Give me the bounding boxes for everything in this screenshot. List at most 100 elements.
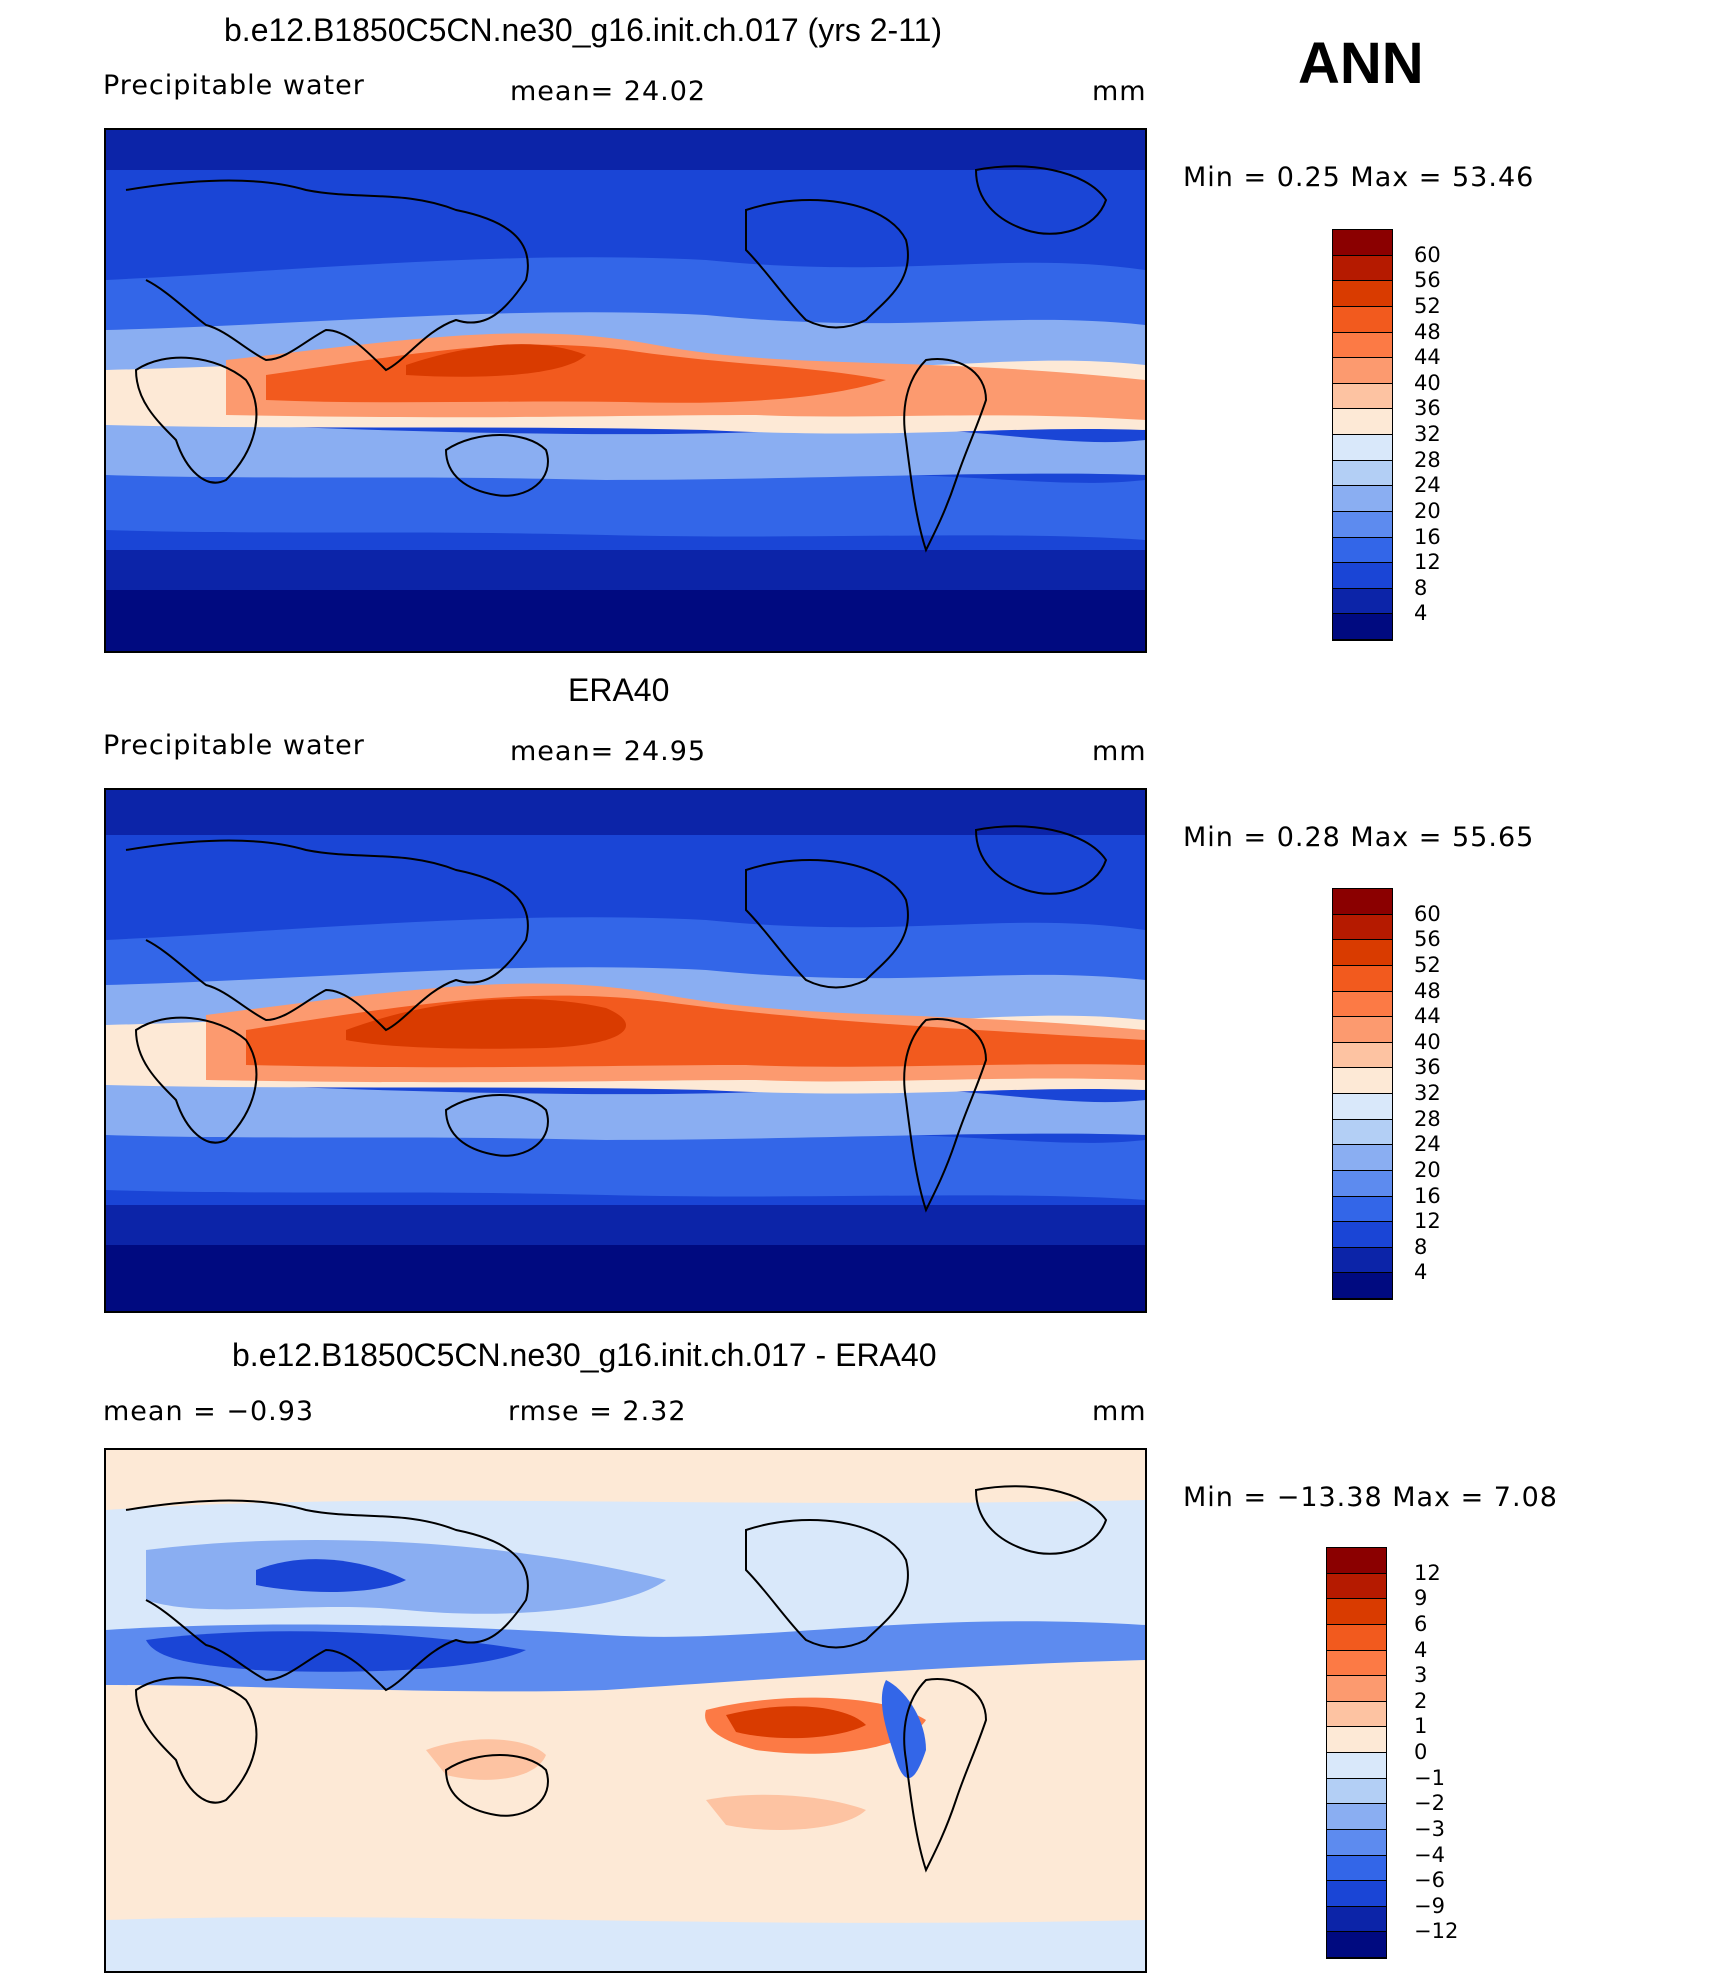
panel3-title: b.e12.B1850C5CN.ne30_g16.init.ch.017 - E… — [232, 1337, 937, 1373]
colorbar-cell — [1333, 1145, 1392, 1171]
colorbar-cell — [1327, 1650, 1386, 1677]
panel2-variable-label: Precipitable water — [103, 730, 365, 761]
colorbar-tick-label: 24 — [1414, 473, 1441, 498]
colorbar-tick-label: 44 — [1414, 1004, 1441, 1029]
colorbar-tick-label: 8 — [1414, 575, 1428, 600]
panel3-map — [104, 1448, 1147, 1973]
panel2-colorbar — [1332, 888, 1393, 1300]
colorbar-tick-label: −6 — [1414, 1868, 1445, 1893]
colorbar-cell — [1327, 1701, 1386, 1728]
colorbar-cell — [1333, 332, 1392, 359]
colorbar-cell — [1333, 1170, 1392, 1197]
colorbar-cell — [1333, 1068, 1392, 1094]
colorbar-tick-label: −1 — [1414, 1765, 1445, 1790]
colorbar-tick-label: 28 — [1414, 447, 1441, 472]
colorbar-tick-label: 6 — [1414, 1611, 1428, 1636]
colorbar-tick-label: 16 — [1414, 1183, 1441, 1208]
colorbar-cell — [1327, 1932, 1386, 1958]
panel2-map — [104, 788, 1147, 1313]
colorbar-cell — [1333, 358, 1392, 384]
colorbar-cell — [1333, 614, 1392, 640]
panel3-mean: mean = −0.93 — [103, 1396, 315, 1427]
colorbar-tick-label: 32 — [1414, 1081, 1441, 1105]
colorbar-cell — [1333, 965, 1392, 992]
colorbar-tick-label: 28 — [1414, 1106, 1441, 1131]
colorbar-cell — [1333, 889, 1392, 915]
colorbar-cell — [1333, 383, 1392, 410]
colorbar-tick-label: 1 — [1414, 1714, 1428, 1739]
colorbar-cell — [1327, 1829, 1386, 1856]
panel1-variable-label: Precipitable water — [103, 70, 365, 101]
colorbar-tick-label: 48 — [1414, 319, 1441, 344]
panel1-units: mm — [1092, 76, 1147, 107]
panel3-field-svg — [106, 1450, 1145, 1971]
colorbar-tick-label: 16 — [1414, 524, 1441, 549]
colorbar-cell — [1327, 1624, 1386, 1651]
season-label: ANN — [1298, 31, 1424, 96]
colorbar-cell — [1333, 1119, 1392, 1146]
panel1-minmax: Min = 0.25 Max = 53.46 — [1183, 162, 1535, 193]
colorbar-cell — [1327, 1906, 1386, 1933]
colorbar-tick-label: 48 — [1414, 978, 1441, 1003]
panel2-minmax: Min = 0.28 Max = 55.65 — [1183, 822, 1535, 853]
panel1-map — [104, 128, 1147, 653]
colorbar-tick-label: 52 — [1414, 293, 1441, 318]
colorbar-cell — [1333, 991, 1392, 1018]
colorbar-cell — [1333, 1196, 1392, 1223]
colorbar-cell — [1333, 1247, 1392, 1274]
colorbar-cell — [1327, 1881, 1386, 1907]
colorbar-cell — [1327, 1727, 1386, 1753]
colorbar-tick-label: 52 — [1414, 952, 1441, 977]
colorbar-cell — [1327, 1753, 1386, 1779]
colorbar-tick-label: 56 — [1414, 268, 1441, 293]
colorbar-cell — [1327, 1778, 1386, 1805]
colorbar-cell — [1327, 1804, 1386, 1830]
colorbar-tick-label: −3 — [1414, 1816, 1445, 1841]
colorbar-cell — [1333, 537, 1392, 564]
colorbar-tick-label: −2 — [1414, 1791, 1445, 1816]
colorbar-tick-label: −12 — [1414, 1919, 1459, 1944]
colorbar-tick-label: 56 — [1414, 927, 1441, 952]
colorbar-cell — [1333, 255, 1392, 282]
panel3-colorbar — [1326, 1547, 1387, 1959]
colorbar-tick-label: 24 — [1414, 1132, 1441, 1157]
colorbar-cell — [1327, 1548, 1386, 1574]
colorbar-cell — [1333, 563, 1392, 589]
colorbar-tick-label: 3 — [1414, 1663, 1428, 1688]
panel3-units: mm — [1092, 1396, 1147, 1427]
colorbar-tick-label: 12 — [1414, 1560, 1441, 1585]
colorbar-cell — [1333, 281, 1392, 307]
colorbar-cell — [1333, 1273, 1392, 1299]
colorbar-cell — [1333, 486, 1392, 512]
panel1-colorbar — [1332, 229, 1393, 641]
colorbar-tick-label: 9 — [1414, 1586, 1428, 1611]
colorbar-tick-label: 40 — [1414, 370, 1441, 395]
colorbar-tick-label: 60 — [1414, 242, 1441, 267]
colorbar-cell — [1333, 1222, 1392, 1248]
colorbar-cell — [1333, 940, 1392, 966]
colorbar-tick-label: 4 — [1414, 1637, 1428, 1662]
panel2-units: mm — [1092, 736, 1147, 767]
colorbar-tick-label: 12 — [1414, 1209, 1441, 1234]
panel2-field-svg — [106, 790, 1145, 1311]
colorbar-tick-label: 40 — [1414, 1029, 1441, 1054]
colorbar-cell — [1333, 1017, 1392, 1043]
colorbar-cell — [1333, 914, 1392, 941]
colorbar-tick-label: −4 — [1414, 1842, 1445, 1867]
panel1-field-svg — [106, 130, 1145, 651]
colorbar-tick-label: 20 — [1414, 1157, 1441, 1182]
colorbar-tick-label: 12 — [1414, 550, 1441, 575]
colorbar-tick-label: 4 — [1414, 601, 1428, 626]
colorbar-cell — [1333, 460, 1392, 487]
colorbar-tick-label: 32 — [1414, 422, 1441, 446]
colorbar-cell — [1333, 435, 1392, 461]
colorbar-tick-label: 20 — [1414, 498, 1441, 523]
colorbar-tick-label: 2 — [1414, 1688, 1428, 1713]
colorbar-cell — [1333, 230, 1392, 256]
panel2-mean: mean= 24.95 — [510, 736, 707, 767]
panel3-rmse: rmse = 2.32 — [508, 1396, 687, 1427]
colorbar-cell — [1333, 409, 1392, 435]
colorbar-cell — [1333, 588, 1392, 615]
colorbar-tick-label: 44 — [1414, 345, 1441, 370]
colorbar-cell — [1333, 511, 1392, 538]
